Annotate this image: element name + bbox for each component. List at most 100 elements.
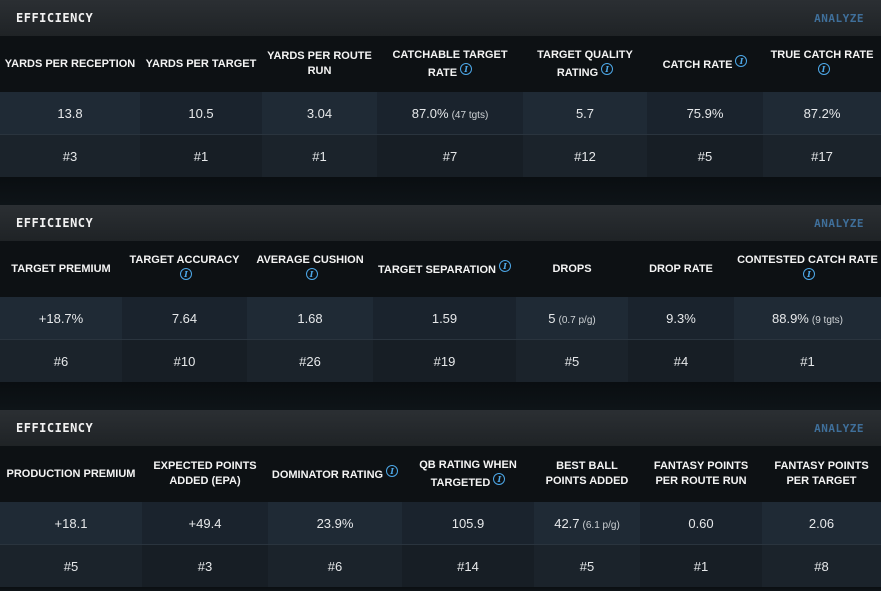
- stat-rank: #1: [140, 134, 262, 177]
- info-icon[interactable]: i: [498, 260, 511, 272]
- stat-value: 88.9%: [772, 310, 809, 326]
- column-header: CONTESTED CATCH RATEi: [734, 241, 881, 297]
- stats-table: TARGET PREMIUM TARGET ACCURACYi AVERAGE CU…: [0, 241, 881, 382]
- stat-rank: #10: [122, 339, 247, 382]
- info-icon[interactable]: i: [803, 267, 815, 280]
- column-header-label: YARDS PER TARGET: [145, 57, 257, 70]
- panel-header: EFFICIENCY ANALYZE: [0, 205, 881, 241]
- stat-value-cell: 87.2%: [763, 92, 881, 135]
- panel-title: EFFICIENCY: [16, 421, 94, 435]
- stat-value-cell: 5.7: [523, 92, 647, 135]
- stat-value-cell: 7.64: [122, 297, 247, 340]
- info-icon[interactable]: i: [817, 62, 830, 75]
- header-row: YARDS PER RECEPTION YARDS PER TARGET YARDS…: [0, 36, 881, 92]
- stat-subvalue: (6.1 p/g): [582, 519, 620, 531]
- ranks-row: #6 #10 #26 #19 #5 #4 #1: [0, 339, 881, 382]
- column-header: YARDS PER TARGET: [140, 36, 262, 92]
- stat-value-cell: 105.9: [402, 502, 534, 545]
- stat-value: 87.0%: [411, 105, 449, 121]
- info-icon[interactable]: i: [493, 472, 506, 485]
- column-header-label: TARGET SEPARATION: [378, 264, 496, 276]
- info-icon[interactable]: i: [601, 62, 614, 75]
- stat-value: 13.8: [57, 105, 83, 121]
- info-icon[interactable]: i: [735, 55, 748, 67]
- stat-value-cell: 3.04: [262, 92, 377, 135]
- info-icon[interactable]: i: [386, 465, 399, 477]
- column-header-label: TARGET PREMIUM: [11, 262, 111, 275]
- header-row: TARGET PREMIUM TARGET ACCURACYi AVERAGE CU…: [0, 241, 881, 297]
- stat-subvalue: (9 tgts): [811, 314, 843, 326]
- stat-value: 87.2%: [803, 105, 841, 121]
- column-header-label: CATCH RATE: [662, 59, 733, 71]
- stat-value-cell: 5 (0.7 p/g): [516, 297, 628, 340]
- column-header-label: TARGET ACCURACY: [129, 253, 240, 266]
- column-header: BEST BALL POINTS ADDED: [534, 446, 640, 502]
- column-header-label: TARGET QUALITY RATING: [537, 48, 633, 79]
- stat-value: 3.04: [306, 105, 333, 121]
- stat-rank: #26: [247, 339, 373, 382]
- column-header: DROPS: [516, 241, 628, 297]
- column-header: PRODUCTION PREMIUM: [0, 446, 142, 502]
- column-header-label: DOMINATOR RATING: [271, 469, 384, 481]
- values-row: +18.1 +49.4 23.9% 105.9 42.7 (6.1 p/g) 0.60 2.0…: [0, 502, 881, 545]
- efficiency-panel: EFFICIENCY ANALYZE YARDS PER RECEPTION YARD…: [0, 0, 881, 177]
- column-header: TRUE CATCH RATEi: [763, 36, 881, 92]
- stat-rank: #14: [402, 544, 534, 587]
- column-header-label: EXPECTED POINTS ADDED (EPA): [153, 460, 257, 487]
- column-header: FANTASY POINTS PER TARGET: [762, 446, 881, 502]
- panel-header: EFFICIENCY ANALYZE: [0, 0, 881, 36]
- column-header-label: PRODUCTION PREMIUM: [6, 467, 136, 480]
- info-icon[interactable]: i: [460, 62, 473, 75]
- stat-value: 105.9: [451, 515, 485, 531]
- stat-rank: #6: [268, 544, 402, 587]
- panel-separator: [0, 177, 881, 205]
- stat-value: 0.60: [688, 515, 714, 531]
- analyze-link[interactable]: ANALYZE: [814, 11, 864, 25]
- stat-value: 9.3%: [666, 310, 696, 326]
- stat-value: 1.68: [297, 310, 323, 326]
- panel-separator: [0, 587, 881, 591]
- stats-table: PRODUCTION PREMIUM EXPECTED POINTS ADDED …: [0, 446, 881, 587]
- stat-rank: #5: [516, 339, 628, 382]
- info-icon[interactable]: i: [180, 267, 192, 280]
- analyze-link[interactable]: ANALYZE: [814, 421, 864, 435]
- column-header: DOMINATOR RATING i: [268, 446, 402, 502]
- stat-rank: #6: [0, 339, 122, 382]
- column-header: TARGET ACCURACYi: [122, 241, 247, 297]
- column-header-label: YARDS PER RECEPTION: [4, 57, 136, 70]
- panel-header: EFFICIENCY ANALYZE: [0, 410, 881, 446]
- column-header-label: CATCHABLE TARGET RATE: [392, 48, 508, 79]
- column-header: YARDS PER ROUTE RUN: [262, 36, 377, 92]
- stat-value-cell: +49.4: [142, 502, 268, 545]
- header-row: PRODUCTION PREMIUM EXPECTED POINTS ADDED …: [0, 446, 881, 502]
- column-header: CATCH RATE i: [647, 36, 763, 92]
- column-header-label: FANTASY POINTS PER ROUTE RUN: [653, 460, 749, 487]
- stat-rank: #7: [377, 134, 523, 177]
- stat-value: 75.9%: [686, 105, 724, 121]
- analyze-link[interactable]: ANALYZE: [814, 216, 864, 230]
- ranks-row: #3 #1 #1 #7 #12 #5 #17: [0, 134, 881, 177]
- column-header: TARGET QUALITY RATING i: [523, 36, 647, 92]
- column-header-label: QB RATING WHEN TARGETED: [419, 458, 517, 489]
- stat-rank: #17: [763, 134, 881, 177]
- stat-rank: #3: [0, 134, 140, 177]
- stat-rank: #19: [373, 339, 516, 382]
- panel-title: EFFICIENCY: [16, 11, 94, 25]
- column-header: AVERAGE CUSHIONi: [247, 241, 373, 297]
- column-header: FANTASY POINTS PER ROUTE RUN: [640, 446, 762, 502]
- values-row: +18.7% 7.64 1.68 1.59 5 (0.7 p/g) 9.3% 88.9% (9 …: [0, 297, 881, 340]
- stat-value: 7.64: [171, 310, 198, 326]
- stat-subvalue: (0.7 p/g): [558, 314, 596, 326]
- stat-value: 23.9%: [316, 515, 354, 531]
- info-icon[interactable]: i: [305, 267, 318, 280]
- stat-rank: #12: [523, 134, 647, 177]
- stat-rank: #1: [640, 544, 762, 587]
- ranks-row: #5 #3 #6 #14 #5 #1 #8: [0, 544, 881, 587]
- column-header: TARGET SEPARATION i: [373, 241, 516, 297]
- values-row: 13.8 10.5 3.04 87.0% (47 tgts) 5.7 75.9% 87.2%: [0, 92, 881, 135]
- stat-value-cell: +18.1: [0, 502, 142, 545]
- stat-rank: #5: [647, 134, 763, 177]
- stat-value-cell: 87.0% (47 tgts): [377, 92, 523, 135]
- stat-value-cell: 1.68: [247, 297, 373, 340]
- efficiency-panel: EFFICIENCY ANALYZE TARGET PREMIUM TARGET AC…: [0, 205, 881, 382]
